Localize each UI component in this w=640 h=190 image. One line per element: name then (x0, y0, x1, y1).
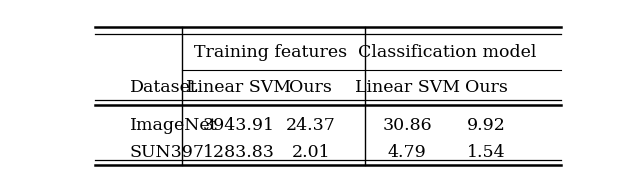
Text: 1283.83: 1283.83 (203, 144, 275, 161)
Text: 9.92: 9.92 (467, 117, 506, 135)
Text: Linear SVM: Linear SVM (186, 79, 291, 96)
Text: 1.54: 1.54 (467, 144, 506, 161)
Text: 30.86: 30.86 (383, 117, 432, 135)
Text: SUN397: SUN397 (129, 144, 205, 161)
Text: ImageNet: ImageNet (129, 117, 217, 135)
Text: Training features: Training features (195, 44, 348, 61)
Text: 2.01: 2.01 (291, 144, 330, 161)
Text: 4.79: 4.79 (388, 144, 427, 161)
Text: 24.37: 24.37 (285, 117, 335, 135)
Text: Ours: Ours (465, 79, 508, 96)
Text: Classification model: Classification model (358, 44, 536, 61)
Text: 3943.91: 3943.91 (203, 117, 275, 135)
Text: Linear SVM: Linear SVM (355, 79, 460, 96)
Text: Dataset: Dataset (129, 79, 197, 96)
Text: Ours: Ours (289, 79, 332, 96)
